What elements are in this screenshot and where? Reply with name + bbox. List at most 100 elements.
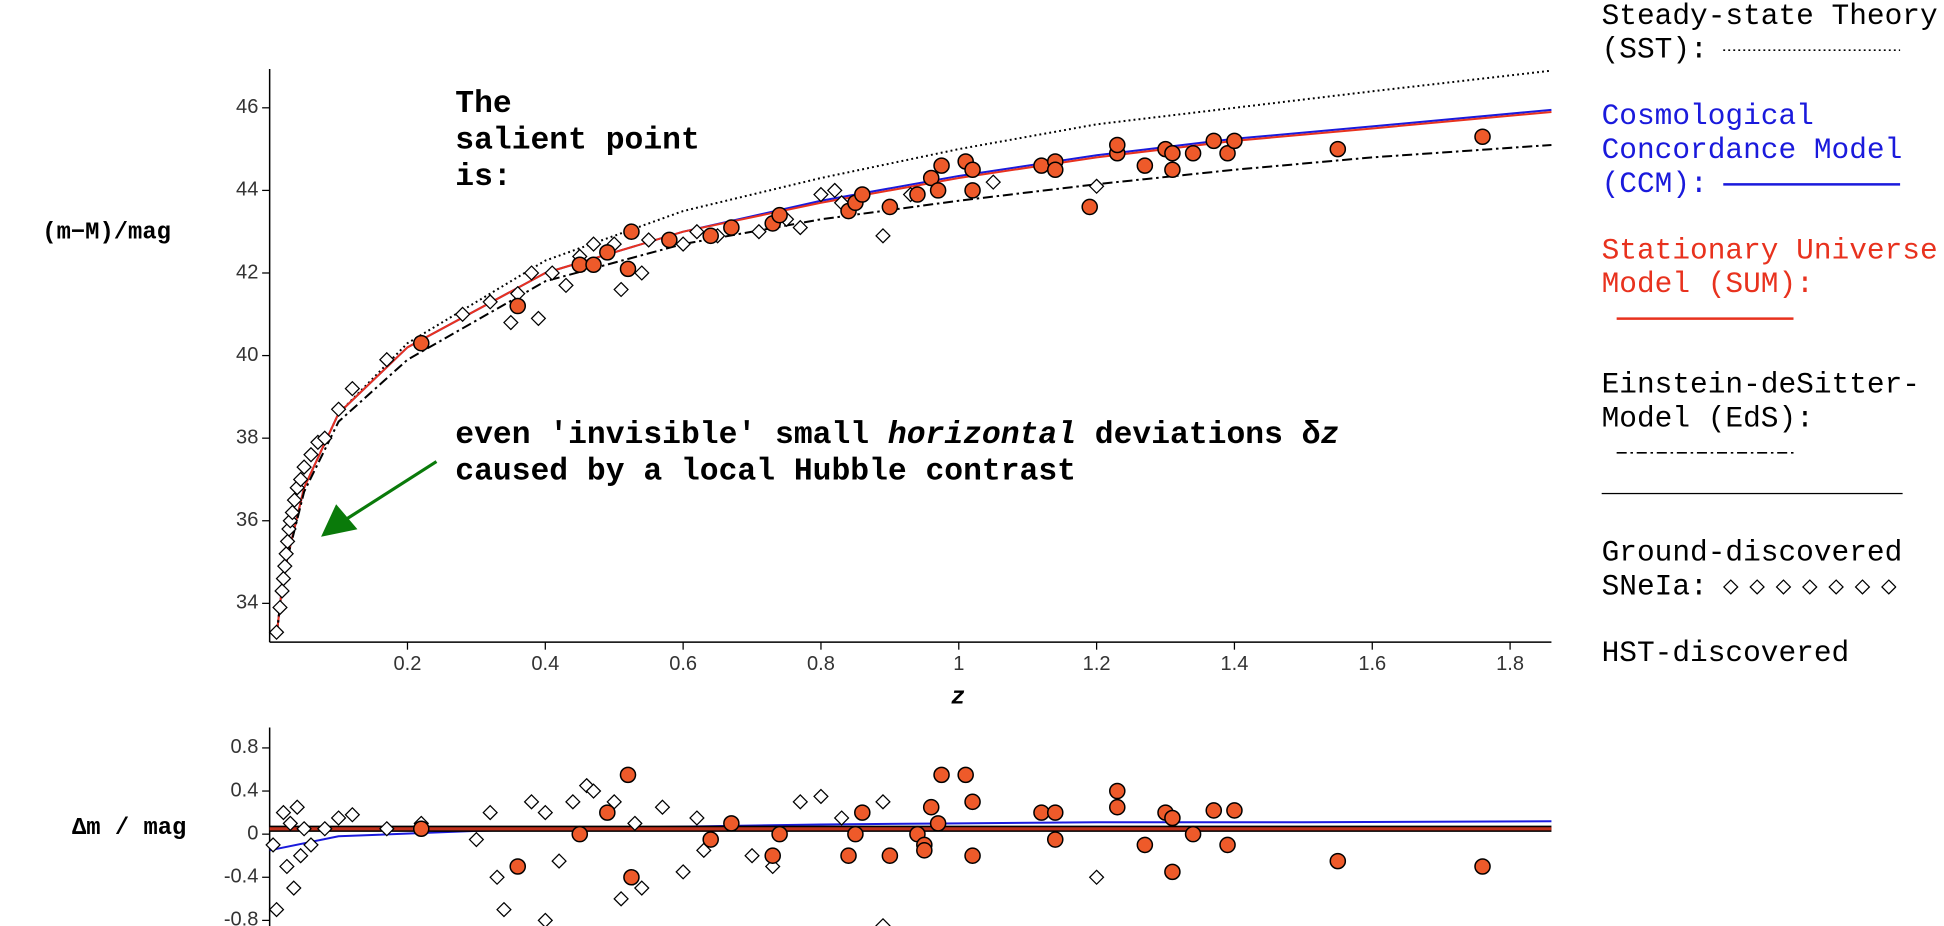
ground-point [489,869,505,886]
y-axis-label: Δm / mag [72,815,186,842]
annotation-part: even 'invisible' small [455,419,888,454]
hst-point [1109,782,1126,800]
ground-point [303,446,319,463]
hst-point [854,804,871,821]
hst-point [1184,144,1202,162]
hst-point [1081,198,1098,216]
annotation-part: horizontal [888,419,1076,454]
ground-point [585,236,602,252]
legend-entry: Stationary Universe Model (SUM): [1602,235,1943,337]
hst-point [1329,852,1347,870]
legend-label: HST-discovered SNeIa: [1601,637,1850,665]
x-tick-label: 1.4 [1220,653,1248,675]
annotation-part: is: [455,160,511,195]
ground-point [613,891,629,907]
ground-point [833,810,850,826]
legend-label: Cosmological Concordance Model (CCM): [1601,100,1903,202]
hst-point [1474,858,1491,875]
hst-point [1033,157,1050,174]
hst-point [964,847,981,864]
legend: Steady-state Theory (SST): Cosmological C… [1601,0,1943,665]
ground-point [286,492,303,508]
y-tick-label: 42 [236,261,258,283]
ground-point [344,380,361,397]
arrow [321,460,438,537]
hst-point [1136,836,1154,854]
legend-box: Steady-state Theory (SST): Cosmological C… [1601,0,1943,665]
model-line [275,143,1552,637]
x-tick-label: 1.2 [1083,653,1111,675]
ground-point [792,794,809,810]
ground-point [303,837,319,853]
hst-point [723,815,740,832]
legend-marker [1880,578,1897,595]
hst-point [1109,798,1126,816]
hst-point [412,820,430,838]
legend-entry: Einstein-deSitter-Model (EdS): [1602,369,1943,471]
hst-point [1329,140,1347,158]
legend-swatch [1616,451,1794,454]
y-tick-label: 0.4 [230,779,258,801]
legend-label: Ground-discovered SNeIa: [1601,536,1903,605]
y-tick-label: 40 [236,344,258,366]
y-tick-label: 36 [236,509,258,531]
legend-entry: Cosmological Concordance Model (CCM): [1602,100,1943,202]
hst-point [854,186,871,203]
ground-point [537,912,554,926]
ground-point [468,831,485,848]
hst-point [661,231,678,249]
ground-point [277,558,293,574]
ground-point [275,804,292,821]
ground-point [654,799,671,815]
x-tick-label: 1.6 [1358,653,1386,675]
model-line [269,820,1552,852]
ground-point [613,281,629,298]
ground-point [272,599,288,616]
legend-marker [1775,578,1791,595]
ground-point [296,820,312,837]
hst-point [1219,836,1236,854]
hst-point [509,858,527,875]
y-tick-label: 38 [236,426,258,448]
legend-swatch [1722,578,1897,595]
hst-point [909,186,926,203]
ground-point [675,236,691,252]
annotation-part: salient point [455,124,700,159]
ground-point [496,901,512,918]
ground-point [826,182,843,199]
ground-point [316,430,333,446]
hst-point [623,223,640,240]
ground-point [985,174,1002,190]
hst-point [702,831,719,848]
hst-point [1033,804,1050,821]
hst-point [881,198,899,216]
ground-point [285,880,302,896]
hst-point [702,227,719,245]
ground-point [268,901,285,918]
legend-label: Stationary Universe Model (SUM): [1601,234,1938,303]
hst-point [922,169,940,187]
hst-point [916,842,933,859]
ground-point [675,864,691,880]
annotation-part: deviations δ [1076,419,1321,454]
hst-point [1136,157,1154,174]
hst-point [585,256,602,274]
x-tick-label: 0.6 [669,653,697,675]
ground-point [274,583,290,599]
y-tick-label: 46 [236,96,258,118]
ground-point [268,624,285,641]
ground-point [289,799,306,815]
annotation-part: z [1321,419,1340,454]
legend-swatch [1616,317,1794,320]
ground-point [627,815,643,832]
y-tick-label: 0 [247,822,258,844]
legend-marker [1801,578,1818,595]
hst-point [1164,144,1181,162]
ground-point [482,804,498,821]
ground-point [551,853,567,869]
ground-point [523,265,540,281]
hst-point [1226,802,1243,819]
hst-point [1109,136,1126,154]
legend-marker [1827,578,1844,595]
